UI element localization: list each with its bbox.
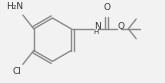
Text: N: N: [94, 22, 101, 31]
Text: Cl: Cl: [13, 67, 21, 76]
Text: O: O: [117, 22, 125, 31]
Text: O: O: [103, 3, 110, 12]
Text: H: H: [94, 29, 99, 35]
Text: H₂N: H₂N: [6, 2, 24, 11]
